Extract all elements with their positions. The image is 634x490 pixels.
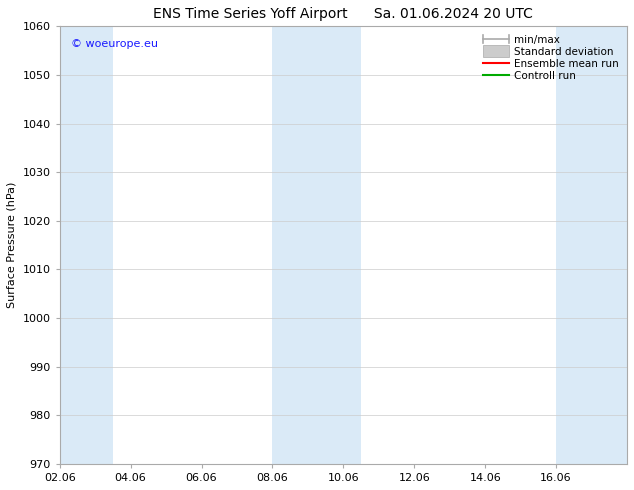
- Bar: [556, 26, 627, 464]
- Legend: min/max, Standard deviation, Ensemble mean run, Controll run: min/max, Standard deviation, Ensemble me…: [479, 31, 622, 84]
- Bar: [273, 26, 361, 464]
- Y-axis label: Surface Pressure (hPa): Surface Pressure (hPa): [7, 182, 17, 308]
- Title: ENS Time Series Yoff Airport      Sa. 01.06.2024 20 UTC: ENS Time Series Yoff Airport Sa. 01.06.2…: [153, 7, 533, 21]
- Text: © woeurope.eu: © woeurope.eu: [71, 39, 158, 49]
- Bar: [60, 26, 113, 464]
